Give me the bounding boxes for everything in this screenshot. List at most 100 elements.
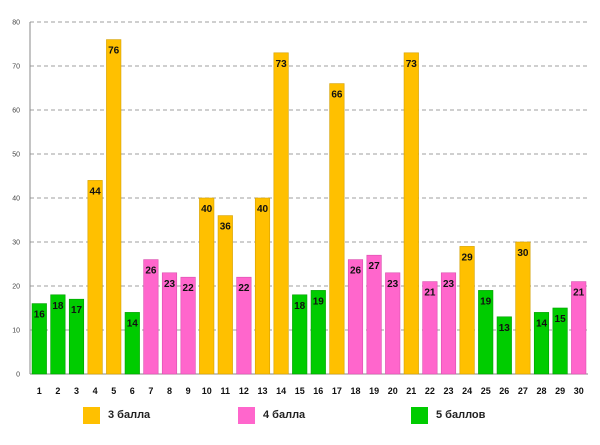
y-tick-label: 0 [16, 372, 20, 379]
bar [292, 294, 308, 375]
x-tick-label: 21 [406, 386, 416, 396]
bar [515, 241, 531, 375]
data-label: 27 [369, 261, 381, 272]
data-label: 73 [406, 59, 418, 70]
bar [199, 197, 215, 375]
bar [310, 290, 326, 375]
x-tick-label: 28 [536, 386, 546, 396]
data-label: 22 [183, 283, 195, 294]
bar [68, 298, 85, 375]
x-tick-label: 27 [518, 386, 528, 396]
legend-item-3: 3 балла [83, 405, 150, 425]
bar [217, 215, 233, 375]
x-tick-label: 3 [74, 386, 79, 396]
data-label: 44 [90, 186, 102, 197]
bar [180, 276, 196, 375]
x-tick-label: 4 [93, 386, 98, 396]
data-label: 14 [536, 318, 548, 329]
data-label: 26 [350, 266, 362, 277]
data-label: 23 [387, 279, 399, 290]
x-tick-label: 9 [186, 386, 191, 396]
bar [459, 246, 475, 375]
bar [143, 259, 159, 375]
bar [31, 303, 47, 375]
x-tick-label: 5 [111, 386, 116, 396]
x-tick-label: 24 [462, 386, 472, 396]
x-tick-label: 14 [276, 386, 286, 396]
data-label: 23 [164, 279, 176, 290]
data-label: 21 [424, 288, 436, 299]
bar [236, 276, 252, 375]
bar [347, 259, 364, 375]
bar [50, 294, 66, 375]
data-label: 30 [517, 248, 529, 259]
bar [366, 254, 382, 375]
bar [124, 312, 140, 375]
bar [552, 307, 568, 375]
data-label: 22 [238, 283, 250, 294]
legend-label-3: 3 балла [108, 409, 151, 421]
data-label: 14 [127, 318, 139, 329]
data-label: 23 [443, 279, 455, 290]
data-label: 18 [52, 301, 64, 312]
data-label: 26 [145, 266, 157, 277]
data-label: 16 [34, 310, 46, 321]
x-tick-label: 15 [295, 386, 305, 396]
x-tick-label: 8 [167, 386, 172, 396]
x-tick-label: 2 [55, 386, 60, 396]
x-tick-label: 7 [148, 386, 153, 396]
data-label: 17 [71, 305, 83, 316]
bar [106, 39, 122, 375]
y-tick-label: 40 [12, 196, 20, 203]
y-tick-label: 10 [12, 328, 20, 335]
data-label: 73 [276, 59, 288, 70]
x-tick-label: 6 [130, 386, 135, 396]
x-tick-label: 29 [555, 386, 565, 396]
legend-label-5: 5 баллов [436, 409, 486, 421]
bar [273, 52, 289, 375]
bar [478, 290, 494, 375]
x-tick-label: 25 [481, 386, 491, 396]
data-label: 76 [108, 46, 120, 57]
bar [403, 52, 419, 375]
data-label: 21 [573, 288, 585, 299]
bar [161, 272, 178, 375]
data-label: 19 [313, 296, 325, 307]
y-tick-label: 80 [12, 20, 20, 27]
data-label: 66 [331, 90, 343, 101]
x-tick-label: 19 [369, 386, 379, 396]
data-label: 36 [220, 222, 232, 233]
legend-item-4: 4 балла [238, 405, 305, 425]
y-tick-label: 30 [12, 240, 20, 247]
x-tick-label: 26 [499, 386, 509, 396]
x-tick-label: 22 [425, 386, 435, 396]
data-label: 40 [257, 204, 269, 215]
bar [422, 281, 438, 375]
x-tick-label: 30 [574, 386, 584, 396]
y-tick-label: 60 [12, 108, 20, 115]
legend-item-5: 5 баллов [411, 405, 485, 425]
bar [329, 83, 345, 375]
x-tick-label: 11 [221, 386, 231, 396]
data-label: 18 [294, 301, 306, 312]
bar [533, 312, 550, 375]
x-tick-label: 18 [350, 386, 360, 396]
x-tick-label: 16 [313, 386, 323, 396]
bar [87, 180, 103, 375]
bar [571, 281, 587, 375]
x-tick-label: 17 [332, 386, 342, 396]
legend-swatch-5 [411, 406, 428, 424]
x-tick-label: 20 [388, 386, 398, 396]
y-tick-label: 70 [12, 64, 20, 71]
bar [254, 197, 271, 375]
x-tick-label: 13 [257, 386, 267, 396]
legend-swatch-4 [238, 406, 255, 424]
x-tick-label: 10 [202, 386, 212, 396]
y-tick-label: 20 [12, 284, 20, 291]
data-label: 15 [555, 314, 567, 325]
legend-label-4: 4 балла [263, 409, 306, 421]
data-label: 40 [201, 204, 213, 215]
bar [440, 272, 457, 375]
